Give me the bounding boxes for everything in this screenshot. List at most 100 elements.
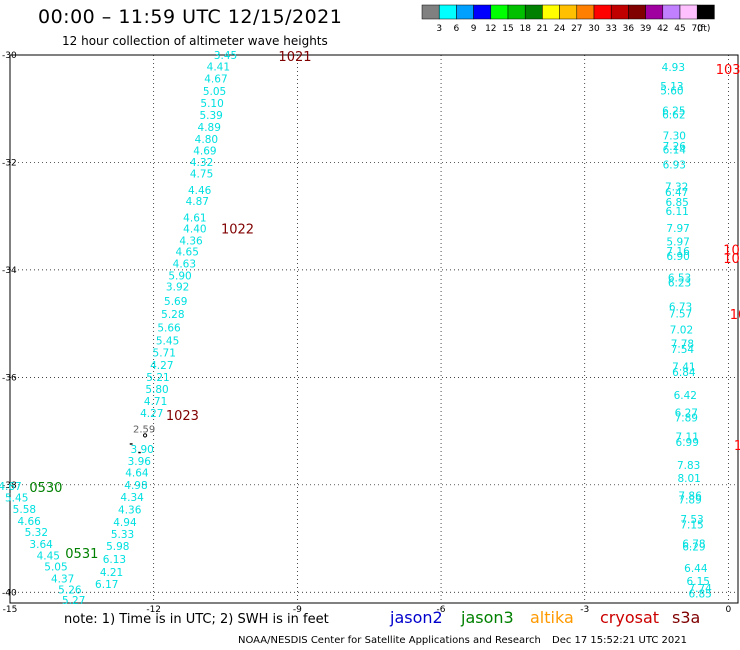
swh-value-left-track: 4.63: [173, 258, 196, 270]
swh-value-right-track: 7.89: [675, 413, 698, 425]
swh-value-left-track: 4.41: [207, 61, 230, 73]
y-tick-label: -32: [2, 158, 17, 168]
swh-value-left-track: 3.92: [166, 282, 189, 294]
swh-value-left-track: 4.61: [183, 212, 206, 224]
swh-value-left-track: 4.67: [204, 74, 227, 86]
pass-time-label: 103: [723, 243, 740, 258]
swh-value-lower-track: 4.45: [37, 551, 60, 563]
swh-value-right-track: 6.73: [669, 301, 692, 313]
swh-value-right-track: 6.14: [663, 145, 687, 157]
wave-height-map: -15 -12 -9 -6 -3 0-30-32-34-36-38-403.454.414…: [0, 50, 740, 615]
swh-value-left-track: 4.98: [124, 480, 147, 492]
legend-label: 18: [519, 24, 531, 34]
swh-value-left-track: 5.21: [146, 372, 169, 384]
satellite-name-jason2: jason2: [390, 608, 443, 627]
swh-value-right-track: 7.16: [666, 246, 690, 258]
legend-label: 21: [537, 24, 548, 34]
swh-value-right-track: 7.57: [669, 308, 692, 320]
swh-value-right-track: 8.01: [677, 473, 700, 485]
swh-value-lower-track: 4.66: [17, 516, 41, 528]
swh-value-left-track: 4.69: [193, 146, 216, 158]
y-tick-label: -40: [2, 588, 17, 598]
swh-value-left-track: 4.89: [198, 122, 221, 134]
map-frame: [9, 54, 739, 604]
swh-value-lower-track: 5.32: [25, 527, 48, 539]
swh-value-right-track: 6.99: [676, 437, 699, 449]
swh-value-low: 2.59: [133, 424, 155, 435]
pass-time-label: 0530: [29, 481, 62, 496]
legend-label: 36: [623, 24, 635, 34]
swh-value-right-track: 6.44: [684, 563, 708, 575]
swh-value-left-track: 3.45: [214, 50, 237, 62]
legend-label: 42: [657, 24, 668, 34]
swh-value-left-track: 5.33: [111, 529, 134, 541]
pass-time-label: 1023: [166, 409, 199, 424]
swh-value-right-track: 7.26: [663, 141, 687, 153]
swh-value-right-track: 7.86: [678, 491, 702, 503]
y-tick-label: -36: [2, 373, 17, 383]
footnote: note: 1) Time is in UTC; 2) SWH is in fe…: [64, 612, 329, 627]
swh-value-left-track: 5.66: [157, 322, 181, 334]
swh-value-right-track: 7.74: [688, 583, 712, 595]
swh-value-right-track: 6.85: [688, 588, 711, 600]
page-subtitle: 12 hour collection of altimeter wave hei…: [62, 34, 328, 48]
swh-value-left-track: 4.40: [183, 224, 206, 236]
swh-value-right-track: 6.85: [665, 197, 688, 209]
swh-value-right-track: 7.97: [666, 223, 689, 235]
swh-value-right-track: 7.15: [680, 520, 703, 532]
swh-value-lower-track: 5.58: [13, 504, 36, 516]
legend-label: 3: [436, 24, 442, 34]
swh-value-left-track: 5.28: [161, 309, 184, 321]
satellite-name-s3a: s3a: [672, 608, 701, 627]
swh-value-right-track: 7.53: [680, 514, 703, 526]
satellite-name-jason3: jason3: [461, 608, 514, 627]
legend-label: 12: [485, 24, 496, 34]
swh-value-left-track: 3.96: [128, 456, 152, 468]
swh-value-left-track: 4.75: [190, 169, 213, 181]
swh-value-left-track: 4.64: [125, 467, 149, 479]
swh-value-right-track: 7.41: [672, 362, 695, 374]
swh-value-left-track: 5.71: [153, 348, 176, 360]
swh-value-left-track: 5.80: [145, 384, 168, 396]
swh-value-left-track: 4.32: [190, 157, 213, 169]
x-tick-label: -12: [146, 605, 161, 615]
swh-value-right-track: 4.93: [662, 62, 685, 74]
swh-value-left-track: 5.45: [156, 335, 179, 347]
legend-unit: (ft): [697, 24, 711, 34]
track-marker: [142, 433, 148, 438]
x-tick-label: -15: [3, 605, 18, 615]
swh-value-right-track: 7.83: [677, 460, 700, 472]
pass-time-label: 1021: [278, 50, 311, 65]
swh-value-left-track: 5.05: [203, 86, 226, 98]
generated-timestamp: Dec 17 15:52:21 UTC 2021: [552, 635, 687, 646]
swh-value-left-track: 4.94: [113, 517, 137, 529]
swh-value-right-track: 7.78: [671, 339, 694, 351]
swh-value-right-track: 7.54: [671, 344, 695, 356]
legend-label: 45: [674, 24, 685, 34]
swh-value-left-track: 4.27: [140, 408, 163, 420]
pass-time-label: 1032: [716, 63, 740, 78]
pass-time-label: 1: [734, 439, 740, 454]
swh-value-left-track: 5.90: [168, 270, 191, 282]
swh-value-right-track: 5.13: [660, 81, 683, 93]
y-tick-label: -30: [2, 51, 17, 61]
swh-value-left-track: 4.87: [186, 196, 209, 208]
pass-time-label: 0531: [65, 547, 98, 562]
swh-value-right-track: 6.25: [662, 105, 685, 117]
swh-value-left-track: 4.34: [120, 492, 144, 504]
y-tick-label: -38: [2, 481, 17, 491]
x-tick-label: -3: [580, 605, 589, 615]
swh-value-lower-track: 4.37: [51, 573, 74, 585]
x-tick-label: -6: [437, 605, 446, 615]
x-tick-label: 0: [726, 605, 732, 615]
pass-time-label: 1022: [221, 223, 254, 238]
swh-value-right-track: 6.62: [662, 110, 685, 122]
swh-value-left-track: 5.39: [199, 110, 222, 122]
legend-swatch: [696, 4, 715, 20]
swh-value-left-track: 6.13: [103, 554, 126, 566]
legend-label: 27: [571, 24, 582, 34]
swh-value-left-track: 3.90: [130, 444, 153, 456]
swh-value-lower-track: 4.67: [0, 481, 22, 493]
swh-value-right-track: 6.93: [663, 160, 686, 172]
x-tick-label: -9: [293, 605, 302, 615]
